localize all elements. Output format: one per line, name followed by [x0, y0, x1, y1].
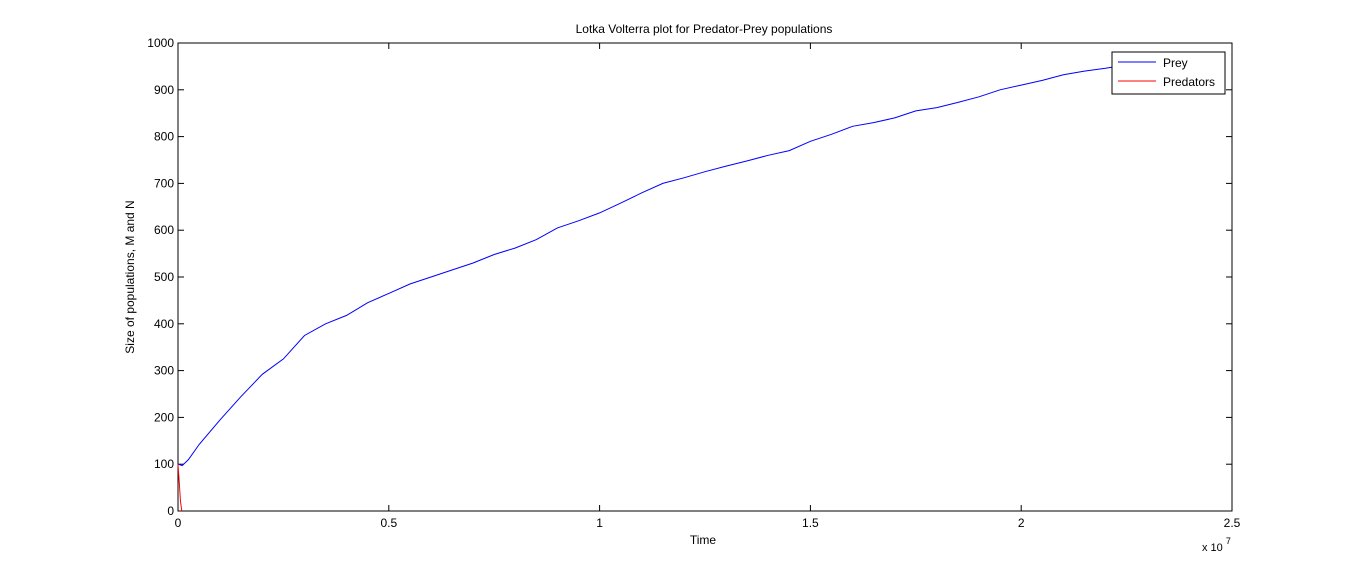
legend: Prey Predators: [1111, 51, 1226, 95]
chart-title: Lotka Volterra plot for Predator-Prey po…: [576, 22, 833, 36]
y-tick-label: 800: [154, 130, 174, 144]
y-tick-label: 600: [154, 223, 174, 237]
legend-box: [1111, 51, 1226, 95]
y-axis-label: Size of populations, M and N: [123, 200, 137, 353]
series-lines: [177, 66, 1115, 512]
x-tick-label: 2: [1018, 516, 1025, 530]
series-line-prey: [177, 66, 1115, 467]
y-tick-label: 100: [154, 457, 174, 471]
x-tick-label: 1.5: [802, 516, 819, 530]
y-tick-label: 400: [154, 317, 174, 331]
x-tick-label: 0.5: [380, 516, 397, 530]
x-axis-multiplier: x 10 7: [1202, 536, 1231, 554]
x-axis-label: Time: [690, 533, 717, 547]
x-tick-label: 0: [175, 516, 182, 530]
y-axis: 0 100 200 300 400 500 600 700 800 900 1000: [147, 36, 1232, 518]
y-tick-label: 700: [154, 176, 174, 190]
plot-area: [177, 42, 1233, 512]
legend-entry-predators: Predators: [1163, 75, 1215, 89]
x-axis: 0 0.5 1 1.5 2 2.5: [175, 43, 1241, 530]
x-tick-label: 1: [596, 516, 603, 530]
x-multiplier-exponent: 7: [1226, 536, 1231, 546]
x-tick-label: 2.5: [1224, 516, 1241, 530]
y-tick-label: 200: [154, 410, 174, 424]
y-tick-label: 300: [154, 364, 174, 378]
y-tick-label: 500: [154, 270, 174, 284]
y-tick-label: 0: [167, 504, 174, 518]
series-line-predators: [177, 464, 183, 512]
y-tick-label: 1000: [147, 36, 174, 50]
legend-entry-prey: Prey: [1163, 56, 1188, 70]
y-tick-label: 900: [154, 83, 174, 97]
x-multiplier-base: x 10: [1202, 542, 1223, 554]
